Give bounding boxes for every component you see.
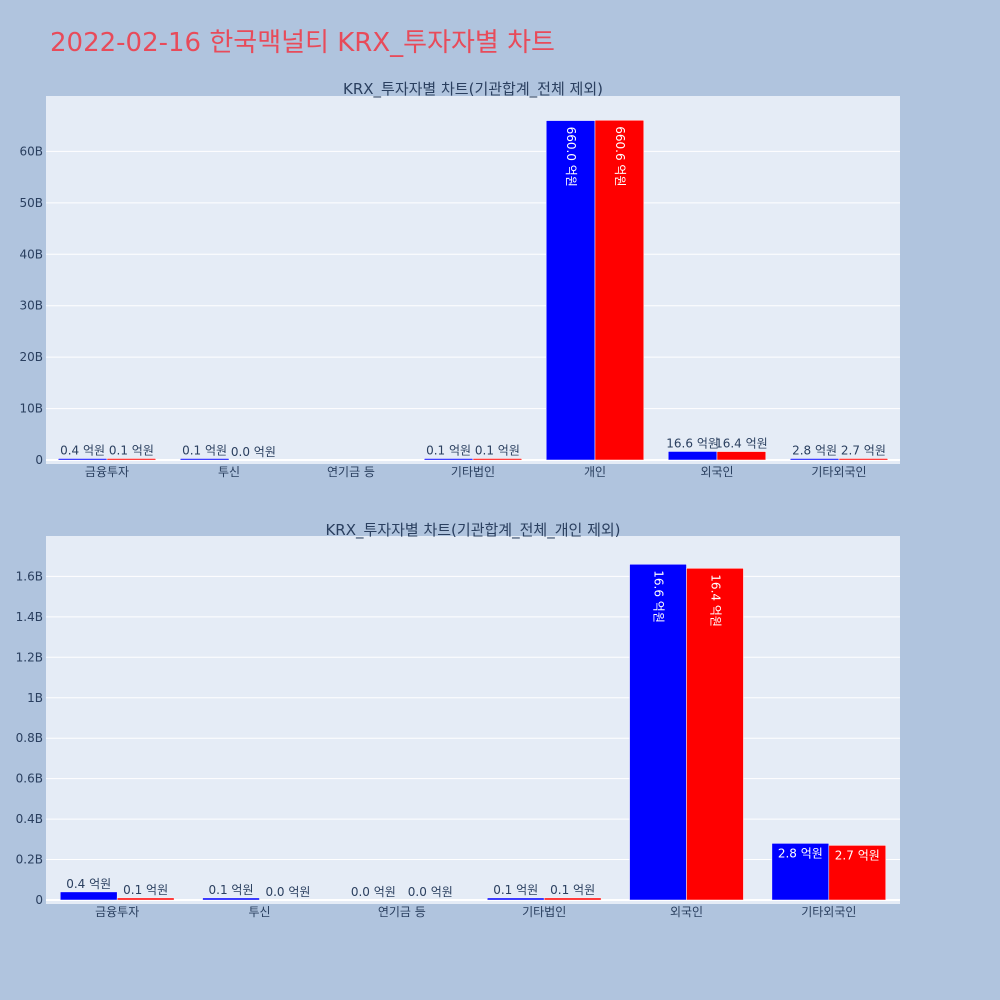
data-label: 16.4 억원 bbox=[715, 437, 768, 451]
x-tick-label: 금융투자 bbox=[95, 905, 139, 919]
bar bbox=[629, 564, 687, 901]
x-tick-label: 기타법인 bbox=[522, 905, 566, 919]
data-label: 660.6 억원 bbox=[613, 126, 627, 186]
bar bbox=[423, 458, 474, 461]
data-label: 2.7 억원 bbox=[835, 848, 880, 862]
plot-area bbox=[46, 96, 900, 464]
x-tick-label: 연기금 등 bbox=[378, 905, 426, 919]
x-tick-label: 기타법인 bbox=[451, 465, 495, 479]
data-label: 2.7 억원 bbox=[841, 444, 886, 458]
bar bbox=[667, 451, 718, 461]
data-label: 2.8 억원 bbox=[792, 444, 837, 458]
data-label: 0.0 억원 bbox=[231, 445, 276, 459]
page-title: 2022-02-16 한국맥널티 KRX_투자자별 차트 bbox=[50, 28, 555, 58]
bar bbox=[202, 897, 260, 901]
data-label: 16.4 억원 bbox=[708, 574, 722, 627]
data-label: 0.4 억원 bbox=[60, 444, 105, 458]
y-tick-label: 10B bbox=[19, 402, 43, 416]
bar bbox=[594, 120, 645, 461]
data-label: 2.8 억원 bbox=[778, 846, 823, 860]
data-label: 0.1 억원 bbox=[550, 883, 595, 897]
data-label: 0.1 억원 bbox=[493, 883, 538, 897]
chart-1: 0 10B 20B 30B 40B 50B 60B KRX_투자자별 차트(기관합계_전체 제… bbox=[19, 80, 900, 479]
bar bbox=[486, 897, 545, 901]
bar bbox=[472, 458, 523, 461]
data-label: 660.0 억원 bbox=[564, 127, 578, 187]
data-label: 16.6 억원 bbox=[666, 436, 719, 450]
x-tick-label: 기타외국인 bbox=[811, 465, 866, 479]
x-tick-label: 외국인 bbox=[670, 905, 703, 919]
x-tick-label: 기타외국인 bbox=[801, 905, 856, 919]
data-label: 16.6 억원 bbox=[652, 570, 666, 623]
data-label: 0.1 억원 bbox=[475, 444, 520, 458]
bar bbox=[57, 458, 108, 461]
data-label: 0.1 억원 bbox=[182, 444, 227, 458]
bar bbox=[545, 120, 596, 461]
data-label: 0.1 억원 bbox=[426, 444, 471, 458]
y-tick-label: 1B bbox=[27, 691, 43, 705]
x-tick-label: 외국인 bbox=[700, 465, 733, 479]
bar bbox=[716, 451, 767, 461]
y-tick-label: 30B bbox=[19, 299, 43, 313]
x-tick-label: 개인 bbox=[584, 465, 606, 479]
x-tick-label: 투신 bbox=[218, 465, 240, 479]
bar bbox=[828, 845, 887, 901]
bar bbox=[179, 458, 230, 461]
y-tick-label: 50B bbox=[19, 196, 43, 210]
y-tick-label: 0.2B bbox=[16, 853, 43, 867]
data-label: 0.1 억원 bbox=[123, 883, 168, 897]
x-tick-label: 투신 bbox=[248, 905, 270, 919]
x-tick-label: 금융투자 bbox=[85, 465, 129, 479]
y-tick-label: 60B bbox=[19, 144, 43, 158]
data-label: 0.1 억원 bbox=[109, 444, 154, 458]
y-tick-label: 0.8B bbox=[16, 731, 43, 745]
bar bbox=[543, 897, 602, 901]
bar bbox=[116, 897, 175, 901]
y-tick-label: 0.6B bbox=[16, 772, 43, 786]
data-label: 0.4 억원 bbox=[66, 877, 111, 891]
y-tick-label: 0 bbox=[35, 453, 43, 467]
x-tick-label: 연기금 등 bbox=[327, 465, 375, 479]
bar bbox=[686, 568, 744, 901]
y-tick-label: 1.4B bbox=[16, 610, 43, 624]
data-label: 0.0 억원 bbox=[408, 885, 453, 899]
bar bbox=[838, 458, 889, 461]
bar bbox=[789, 458, 840, 461]
chart-title: KRX_투자자별 차트(기관합계_전체_개인 제외) bbox=[325, 521, 620, 540]
y-tick-label: 20B bbox=[19, 350, 43, 364]
bar bbox=[771, 843, 830, 901]
y-tick-label: 1.2B bbox=[16, 650, 43, 664]
y-tick-label: 0 bbox=[35, 893, 43, 907]
data-label: 0.0 억원 bbox=[265, 885, 310, 899]
y-tick-label: 0.4B bbox=[16, 812, 43, 826]
plot-area bbox=[46, 536, 900, 904]
y-tick-label: 40B bbox=[19, 247, 43, 261]
bar bbox=[106, 458, 157, 461]
data-label: 0.0 억원 bbox=[351, 885, 396, 899]
data-label: 0.1 억원 bbox=[209, 883, 254, 897]
chart-2: 0 0.2B 0.4B 0.6B 0.8B 1B 1.2B 1.4B 1.6B KRX_투자자별 … bbox=[16, 521, 900, 919]
chart-title: KRX_투자자별 차트(기관합계_전체 제외) bbox=[343, 80, 603, 99]
y-tick-label: 1.6B bbox=[16, 569, 43, 583]
bar bbox=[59, 891, 118, 901]
